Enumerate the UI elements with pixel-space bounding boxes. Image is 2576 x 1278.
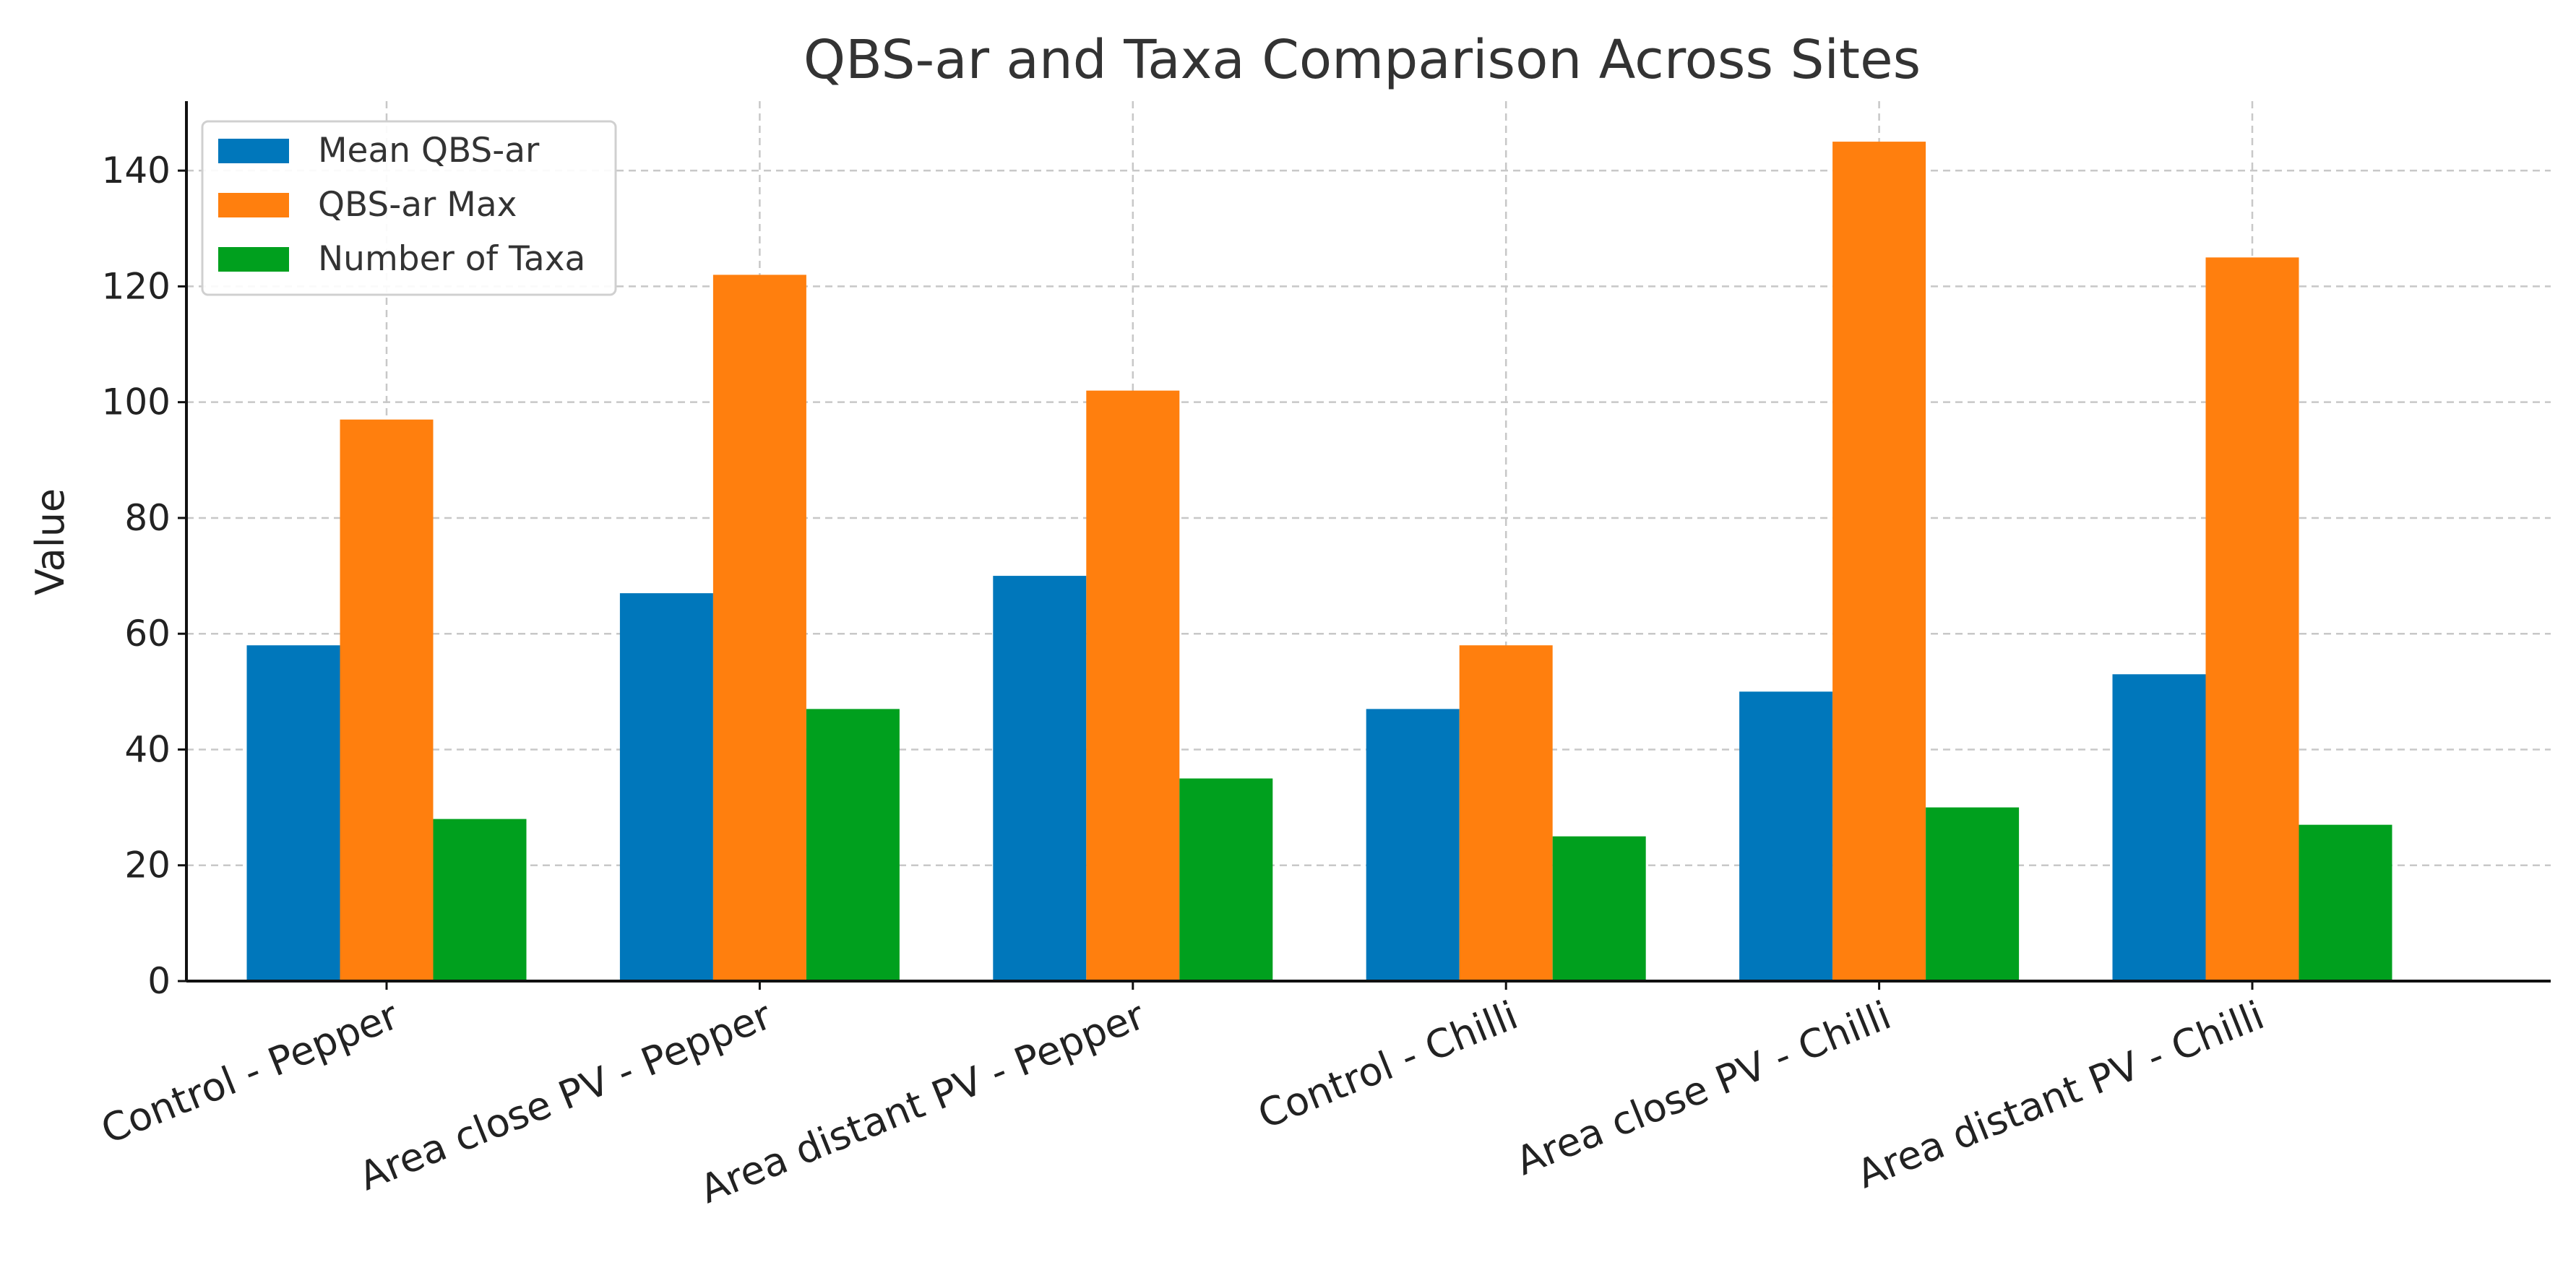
legend: Mean QBS-ar QBS-ar Max Number of Taxa: [201, 120, 617, 296]
legend-swatch: [218, 247, 289, 272]
legend-label: Mean QBS-ar: [318, 131, 540, 170]
bar-number-of-taxa-5: [2299, 824, 2392, 981]
y-tick-label: 20: [124, 845, 171, 886]
y-tick-label: 60: [124, 613, 171, 655]
bar-qbs-ar-max-5: [2205, 257, 2299, 982]
legend-box: [201, 120, 617, 296]
y-tick-label: 120: [102, 265, 171, 307]
chart-title: QBS-ar and Taxa Comparison Across Sites: [804, 29, 1921, 91]
x-category-label: Area close PV - Chilli: [1509, 993, 1897, 1185]
bars: [246, 142, 2392, 982]
legend-swatch: [218, 193, 289, 217]
bar-mean-qbs-ar-1: [619, 593, 713, 981]
axes: [185, 101, 2551, 983]
bar-number-of-taxa-0: [433, 819, 527, 981]
bar-number-of-taxa-2: [1179, 778, 1273, 981]
x-category-label: Area distant PV - Chilli: [1851, 993, 2270, 1198]
y-axis-label: Value: [27, 488, 73, 595]
bar-qbs-ar-max-0: [340, 419, 434, 981]
bar-mean-qbs-ar-2: [993, 576, 1087, 981]
bar-qbs-ar-max-1: [712, 275, 806, 981]
bar-qbs-ar-max-2: [1086, 390, 1180, 981]
legend-label: Number of Taxa: [318, 239, 585, 279]
bar-mean-qbs-ar-0: [246, 645, 340, 981]
y-axis-ticks: 0 20 40 60 80 100 120 140: [102, 150, 186, 1002]
legend-swatch: [218, 139, 289, 163]
bar-number-of-taxa-4: [1926, 807, 2020, 981]
y-tick-label: 0: [147, 960, 171, 1002]
y-tick-label: 80: [124, 497, 171, 539]
bar-mean-qbs-ar-5: [2112, 674, 2206, 981]
legend-label: QBS-ar Max: [318, 185, 517, 225]
y-tick-label: 100: [102, 381, 171, 423]
y-tick-label: 40: [124, 728, 171, 770]
x-category-label: Control - Pepper: [95, 992, 405, 1152]
bar-number-of-taxa-1: [806, 709, 900, 981]
bar-number-of-taxa-3: [1552, 836, 1646, 981]
x-category-label: Control - Chilli: [1252, 993, 1524, 1138]
bar-qbs-ar-max-3: [1459, 645, 1553, 981]
bar-mean-qbs-ar-3: [1366, 709, 1460, 981]
bar-qbs-ar-max-4: [1832, 142, 1926, 982]
bar-mean-qbs-ar-4: [1739, 691, 1833, 981]
y-tick-label: 140: [102, 150, 171, 191]
